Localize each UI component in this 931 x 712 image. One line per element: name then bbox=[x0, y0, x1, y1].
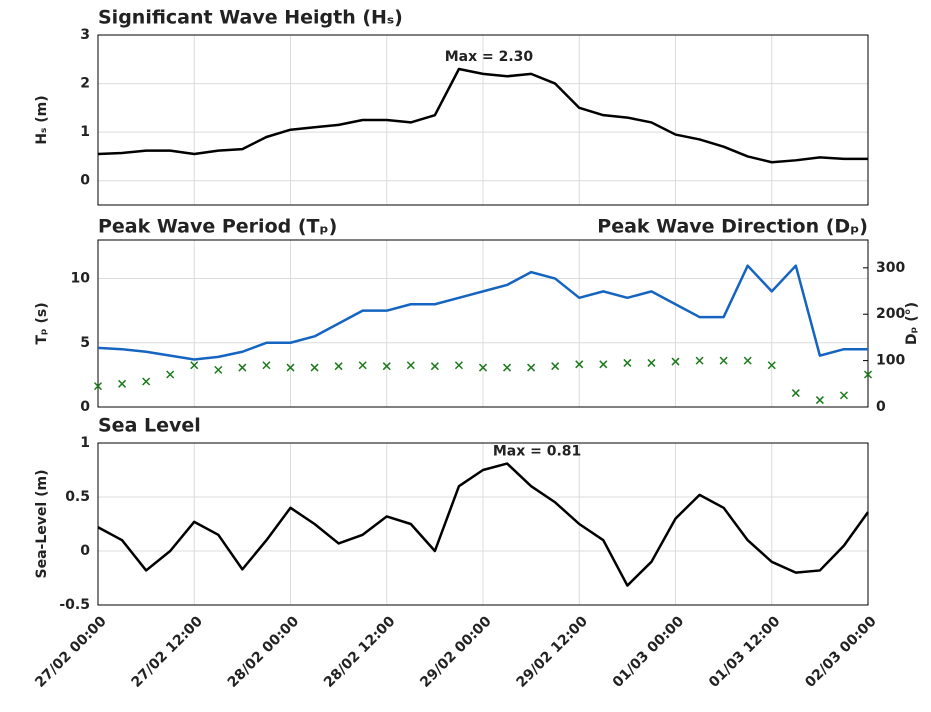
marker bbox=[791, 389, 800, 398]
marker bbox=[190, 361, 199, 370]
marker bbox=[527, 363, 536, 372]
y-tick-label: 10 bbox=[71, 271, 91, 287]
y-axis-label: Hₛ (m) bbox=[34, 95, 50, 144]
marker bbox=[286, 363, 295, 372]
y-tick-label: 0 bbox=[80, 399, 90, 415]
marker bbox=[166, 370, 175, 379]
marker bbox=[815, 396, 824, 405]
x-tick-label: 01/03 00:00 bbox=[610, 613, 688, 691]
marker bbox=[358, 361, 367, 370]
x-tick-label: 01/03 12:00 bbox=[706, 613, 784, 691]
marker bbox=[743, 356, 752, 365]
y2-axis-label: Dₚ (°) bbox=[904, 302, 920, 345]
marker bbox=[406, 361, 415, 370]
marker bbox=[454, 361, 463, 370]
x-tick-label: 27/02 12:00 bbox=[128, 613, 206, 691]
axes-box bbox=[97, 34, 869, 206]
y2-tick-label: 300 bbox=[876, 260, 905, 276]
marker bbox=[647, 358, 656, 367]
panel-title: Significant Wave Heigth (Hₛ) bbox=[98, 7, 403, 29]
marker bbox=[671, 357, 680, 366]
x-tick-label: 29/02 00:00 bbox=[417, 613, 495, 691]
x-tick-label: 02/03 00:00 bbox=[802, 613, 880, 691]
marker bbox=[430, 362, 439, 371]
axes-box bbox=[97, 239, 869, 408]
y-tick-label: 0 bbox=[80, 543, 90, 559]
marker bbox=[623, 358, 632, 367]
line bbox=[97, 67, 868, 164]
y-tick-label: -0.5 bbox=[59, 597, 90, 613]
annotation: Max = 0.81 bbox=[493, 444, 581, 460]
marker bbox=[551, 362, 560, 371]
y-tick-label: 2 bbox=[80, 76, 90, 92]
x-tick-label: 28/02 00:00 bbox=[225, 613, 303, 691]
y-axis-label: Sea-Level (m) bbox=[34, 470, 50, 579]
x-tick-label: 29/02 12:00 bbox=[513, 613, 591, 691]
x-tick-label: 28/02 12:00 bbox=[321, 613, 399, 691]
marker bbox=[863, 370, 873, 379]
axes-box bbox=[97, 442, 869, 606]
y-tick-label: 1 bbox=[80, 435, 90, 451]
y-tick-label: 0.5 bbox=[65, 489, 90, 505]
x-tick-label: 27/02 00:00 bbox=[32, 613, 110, 691]
marker bbox=[503, 363, 512, 372]
y-tick-label: 3 bbox=[80, 27, 90, 43]
marker bbox=[142, 377, 151, 386]
marker bbox=[214, 365, 223, 374]
y-tick-label: 5 bbox=[80, 335, 90, 351]
marker bbox=[262, 361, 271, 370]
line bbox=[97, 462, 870, 587]
line bbox=[97, 264, 868, 361]
marker bbox=[93, 382, 103, 391]
y2-tick-label: 0 bbox=[876, 399, 886, 415]
marker bbox=[839, 391, 848, 400]
y-tick-label: 0 bbox=[80, 173, 90, 189]
marker bbox=[575, 360, 584, 369]
marker bbox=[310, 363, 319, 372]
marker bbox=[118, 379, 127, 388]
panel-title: Sea Level bbox=[98, 415, 201, 437]
annotation: Max = 2.30 bbox=[445, 49, 534, 65]
marker bbox=[478, 363, 488, 372]
marker bbox=[599, 360, 608, 369]
series-title: Peak Wave Period (Tₚ) bbox=[98, 216, 337, 238]
y-tick-label: 1 bbox=[80, 124, 90, 140]
marker bbox=[334, 362, 343, 371]
marker bbox=[719, 356, 728, 365]
y2-tick-label: 100 bbox=[876, 353, 905, 369]
y-axis-label: Tₚ (s) bbox=[34, 302, 50, 344]
marker bbox=[382, 362, 391, 371]
marker bbox=[767, 361, 776, 370]
marker bbox=[238, 363, 247, 372]
series-title: Peak Wave Direction (Dₚ) bbox=[597, 216, 868, 238]
y2-tick-label: 200 bbox=[876, 306, 905, 322]
marker bbox=[695, 356, 704, 365]
